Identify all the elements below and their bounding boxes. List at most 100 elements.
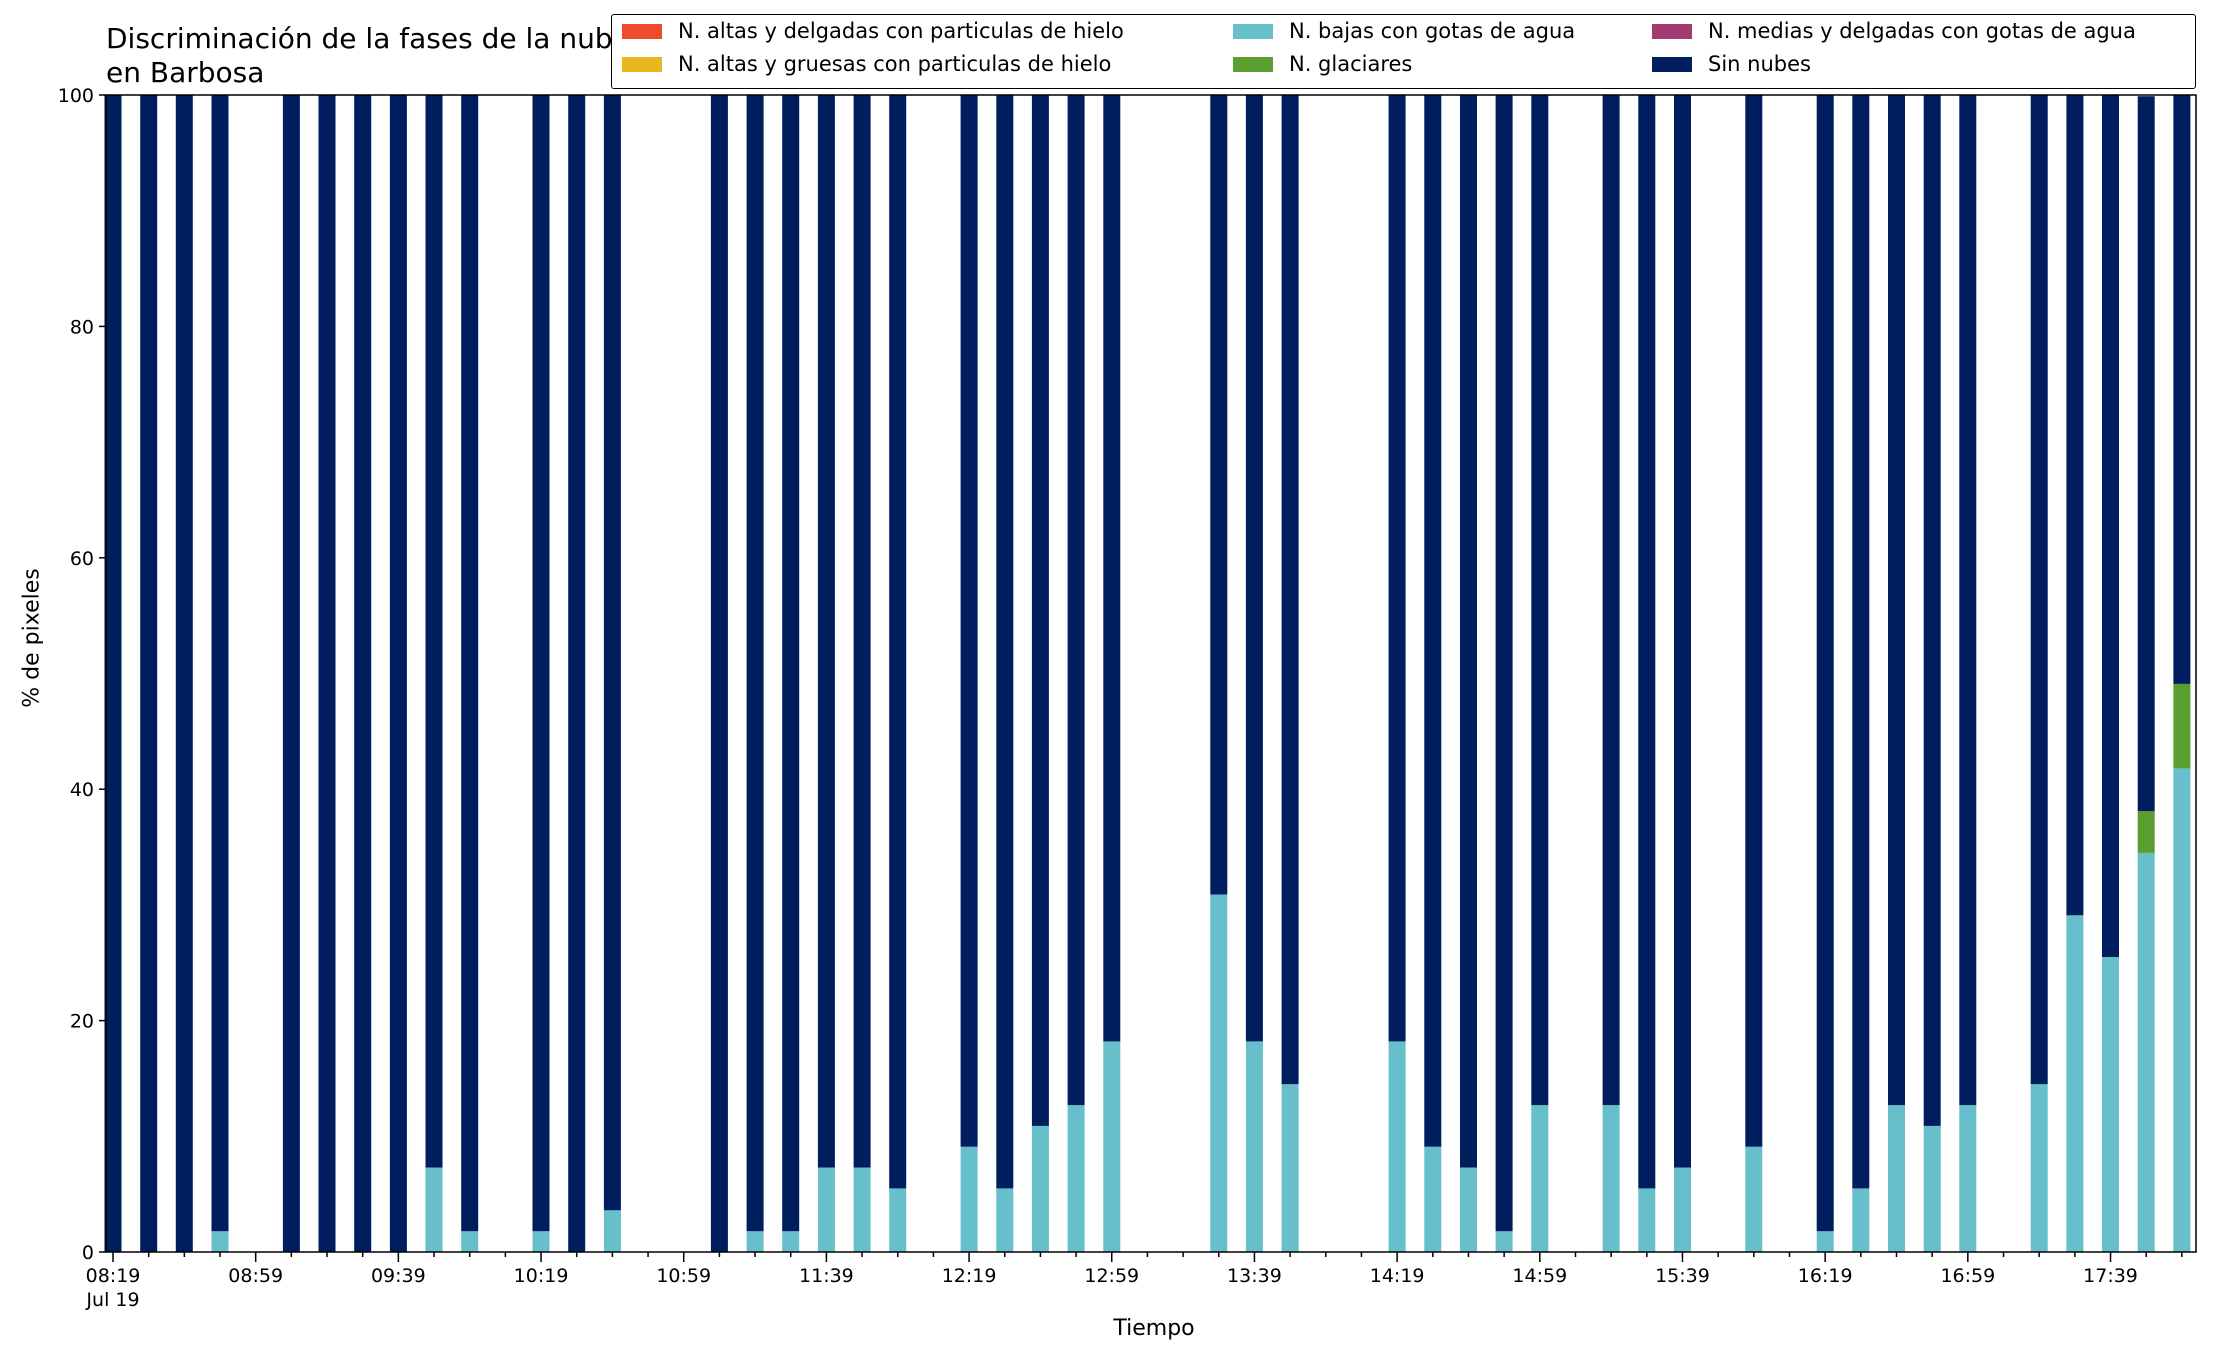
x-axis-label: Tiempo	[0, 1316, 2216, 1341]
bar-segment	[1888, 1105, 1905, 1252]
x-tick-label: 08:19	[86, 1265, 141, 1287]
bar-segment	[1852, 1188, 1870, 1252]
bar-segment	[1923, 95, 1941, 1126]
bar-segment	[1888, 95, 1905, 1106]
bar-segment	[996, 1188, 1014, 1252]
bar-segment	[1495, 95, 1513, 1232]
bar-segment	[1638, 1188, 1656, 1252]
legend-swatch	[1233, 56, 1273, 72]
bar-segment	[2173, 683, 2191, 769]
bar-segment	[1210, 894, 1228, 1252]
bar-segment	[1816, 95, 1834, 1232]
x-tick-label: 11:39	[799, 1265, 854, 1287]
bar-segment	[104, 95, 122, 1252]
bar-segment	[2066, 95, 2084, 916]
bar-segment	[532, 95, 550, 1232]
bar-segment	[817, 95, 835, 1168]
bar-segment	[2102, 95, 2119, 957]
bar-segment	[1745, 95, 1763, 1147]
legend-item-altas-gruesas: N. altas y gruesas con particulas de hie…	[622, 52, 1111, 76]
bar-segment	[1531, 95, 1549, 1106]
plot-frame	[105, 94, 2197, 1253]
bar-segment	[889, 95, 907, 1189]
bar-segment	[1210, 95, 1228, 895]
legend-item-altas-delgadas: N. altas y delgadas con particulas de hi…	[622, 19, 1124, 43]
bar-segment	[1281, 1084, 1299, 1252]
x-tick-label: 14:59	[1512, 1265, 1567, 1287]
x-tick-label: 14:19	[1370, 1265, 1425, 1287]
bar-segment	[889, 1188, 907, 1252]
y-axis-label: % de pixeles	[4, 568, 60, 707]
bar-segment	[2173, 768, 2191, 1252]
bar-segment	[1959, 1105, 1977, 1252]
bar-segment	[1959, 95, 1977, 1106]
bar-segment	[140, 95, 158, 1252]
bar-segment	[211, 95, 229, 1232]
bar-segment	[960, 95, 978, 1147]
bar-segment	[568, 95, 586, 1252]
legend-item-glaciares: N. glaciares	[1233, 52, 1412, 76]
bar-segment	[1745, 1146, 1763, 1252]
bar-segment	[211, 1231, 229, 1252]
legend-swatch	[622, 56, 662, 72]
bar-segment	[425, 95, 443, 1168]
legend-label: N. altas y gruesas con particulas de hie…	[678, 52, 1112, 76]
legend-item-medias-delgadas: N. medias y delgadas con gotas de agua	[1652, 19, 2136, 43]
x-axis-label-text: Tiempo	[1113, 1316, 1195, 1341]
bar-segment	[710, 95, 728, 1252]
y-tick-label: 0	[82, 1242, 94, 1264]
x-tick-label: 12:59	[1084, 1265, 1139, 1287]
x-tick-sublabel: Jul 19	[85, 1289, 139, 1311]
legend-item-bajas-gotas: N. bajas con gotas de agua	[1233, 19, 1575, 43]
y-axis-label-text: % de pixeles	[19, 568, 45, 708]
bar-segment	[1674, 1167, 1691, 1252]
x-tick-label: 16:19	[1798, 1265, 1853, 1287]
bar-segment	[1424, 95, 1442, 1147]
x-tick-label: 16:59	[1940, 1265, 1995, 1287]
bar-segment	[1852, 95, 1870, 1189]
x-tick-label: 10:19	[514, 1265, 569, 1287]
bar-segment	[2030, 95, 2048, 1085]
bar-segment	[2137, 96, 2155, 812]
bars-layer	[104, 95, 2191, 1252]
bar-segment	[1281, 95, 1299, 1085]
legend-swatch	[1233, 23, 1273, 39]
legend-label: N. bajas con gotas de agua	[1289, 19, 1576, 43]
y-tick-label: 20	[70, 1011, 94, 1033]
bar-segment	[175, 95, 193, 1252]
bar-segment	[2066, 915, 2084, 1252]
bar-segment	[996, 95, 1014, 1189]
bar-segment	[1674, 95, 1691, 1168]
y-tick-label: 40	[70, 779, 94, 801]
legend-label: N. medias y delgadas con gotas de agua	[1708, 19, 2136, 43]
bar-segment	[1460, 95, 1477, 1168]
bar-segment	[1923, 1125, 1941, 1252]
bar-segment	[1602, 95, 1620, 1106]
bar-segment	[782, 1231, 800, 1252]
legend-item-sin-nubes: Sin nubes	[1652, 52, 1811, 76]
y-tick-label: 80	[70, 316, 94, 338]
bar-segment	[603, 1210, 621, 1252]
bar-segment	[1531, 1105, 1549, 1252]
bar-segment	[817, 1167, 835, 1252]
x-tick-label: 12:19	[942, 1265, 997, 1287]
bar-segment	[853, 1167, 871, 1252]
bar-segment	[1245, 1041, 1263, 1252]
chart-title: Discriminación de la fases de la nube en…	[106, 22, 630, 89]
x-tick-label: 10:59	[656, 1265, 711, 1287]
bar-segment	[853, 95, 871, 1168]
legend-label: N. altas y delgadas con particulas de hi…	[678, 19, 1124, 43]
bar-segment	[1103, 95, 1121, 1042]
bar-segment	[1424, 1146, 1442, 1252]
bar-segment	[1388, 95, 1406, 1042]
bar-segment	[282, 95, 300, 1252]
bar-segment	[318, 95, 336, 1252]
bar-segment	[1031, 95, 1049, 1126]
bar-segment	[2030, 1084, 2048, 1252]
y-tick-label: 100	[58, 85, 94, 107]
bar-segment	[1067, 1105, 1085, 1252]
bar-segment	[1103, 1041, 1121, 1252]
bar-segment	[746, 1231, 764, 1252]
